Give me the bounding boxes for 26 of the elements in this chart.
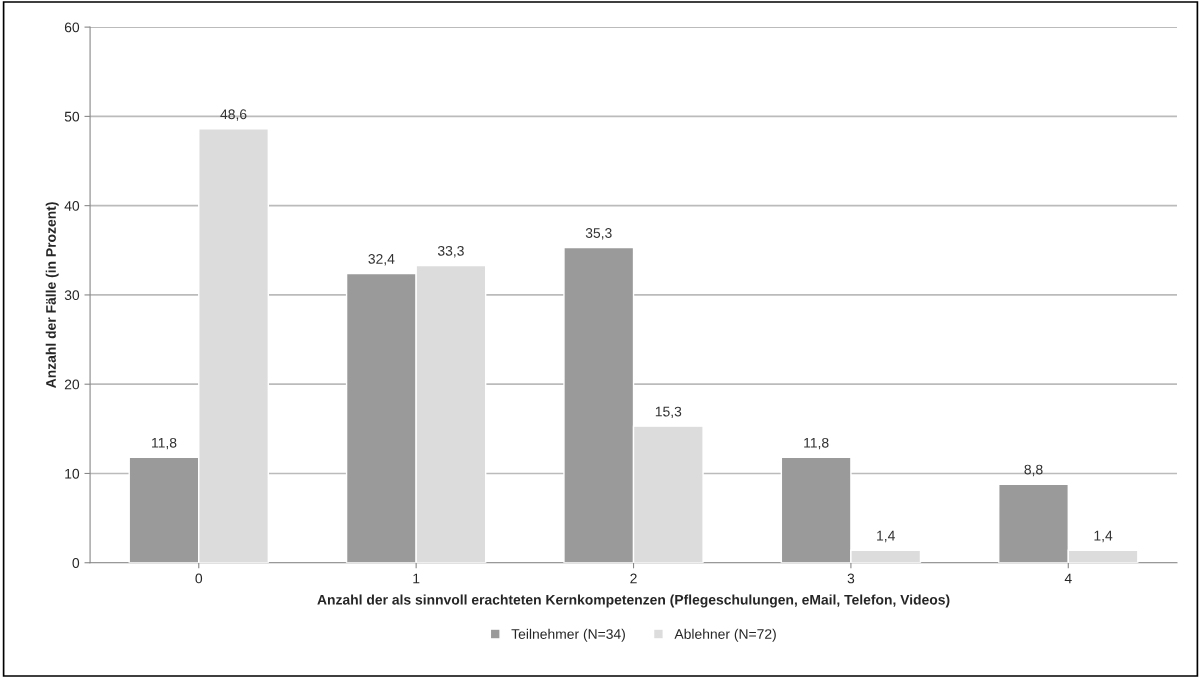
x-tick-label: 3	[847, 573, 855, 584]
data-label: 11,8	[804, 437, 829, 450]
data-label: 35,3	[585, 228, 612, 240]
x-tick-label: 2	[630, 573, 637, 584]
x-tick-label: 1	[413, 573, 420, 584]
y-tick-label: 50	[64, 111, 80, 122]
legend-label: Teilnehmer (N=34)	[511, 628, 625, 642]
x-tick-label: 0	[195, 573, 203, 584]
y-tick-label: 20	[64, 379, 80, 390]
data-label: 33,3	[437, 245, 464, 258]
data-label: 32,4	[368, 253, 395, 266]
data-label: 11,8	[152, 437, 177, 450]
data-label: 1,4	[877, 530, 895, 543]
data-label: 1,4	[1094, 530, 1113, 543]
x-axis-title: Anzahl der als sinnvoll erachteten Kernkompetenzen (Pflegeschulungen, eMail, Telefon, Videos)	[317, 594, 950, 608]
data-label: 15,3	[655, 406, 682, 419]
y-tick-label: 40	[64, 200, 80, 211]
data-label: 48,6	[220, 109, 247, 121]
x-tick-label: 4	[1064, 573, 1072, 584]
y-axis-title: Anzahl der Fälle (in Prozent)	[45, 202, 59, 388]
data-label: 8,8	[1024, 464, 1043, 477]
y-tick-label: 10	[65, 468, 80, 479]
legend-label: Ablehner (N=72)	[674, 628, 776, 642]
y-tick-label: 30	[64, 290, 80, 301]
y-tick-label: 60	[64, 22, 80, 33]
y-tick-label: 0	[72, 558, 80, 568]
